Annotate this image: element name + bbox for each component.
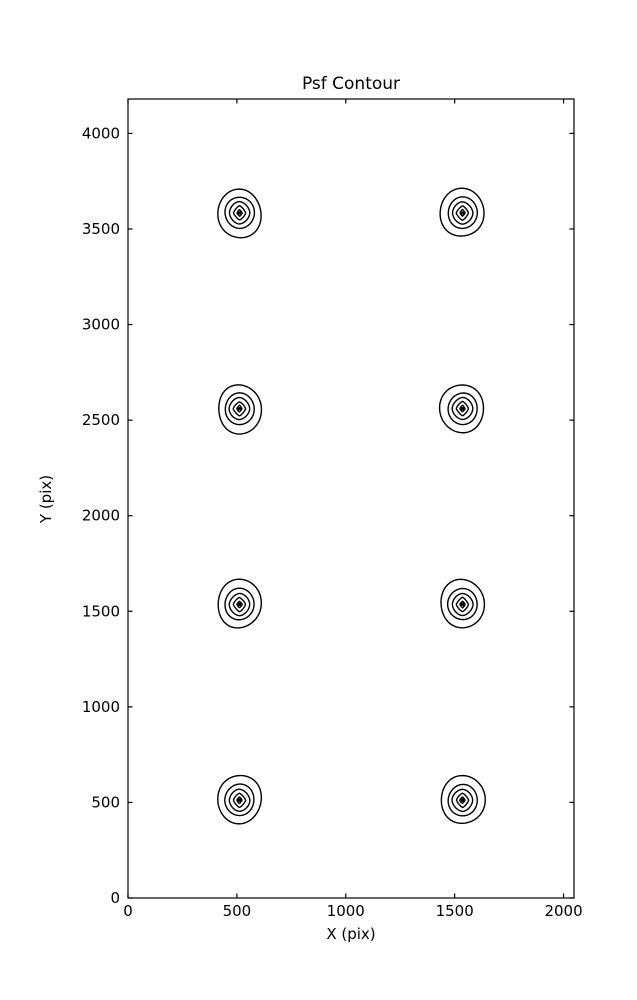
psf-contour-ring (459, 796, 466, 805)
psf-contour-ring (451, 788, 474, 813)
x-axis-label: X (pix) (326, 925, 376, 943)
psf-center-dot (237, 798, 242, 802)
psf-contour-ring (440, 578, 486, 629)
y-tick-label: 500 (91, 793, 120, 811)
psf-contour-ring (236, 600, 243, 609)
x-tick-label: 1500 (436, 902, 474, 920)
psf-contour-ring (217, 578, 263, 629)
psf-contour-ring (455, 205, 470, 221)
psf-center-dot (237, 602, 242, 607)
psf-contour-ring (228, 200, 251, 225)
psf-contour-ring (451, 592, 474, 617)
psf-contour-ring (451, 396, 474, 421)
psf-contour-ring (232, 401, 247, 417)
psf-contour-ring (218, 384, 263, 435)
psf-contour-ring (459, 208, 466, 217)
psf-contour-ring (228, 592, 251, 617)
psf-contour-ring (446, 587, 478, 621)
psf-center-dot (460, 602, 465, 607)
psf-center-dot (460, 406, 465, 411)
x-tick-label: 1000 (327, 902, 365, 920)
psf-contour-ring (455, 400, 470, 417)
psf-contour-ring (447, 783, 478, 817)
psf-contour-ring (459, 600, 466, 609)
psf-center-dot (460, 798, 465, 802)
psf-contour-ring (440, 774, 486, 824)
psf-contour-ring (236, 796, 243, 805)
y-tick-label: 2000 (82, 507, 120, 525)
y-tick-label: 2500 (82, 411, 120, 429)
psf-contour-ring (455, 792, 470, 809)
psf-contour-ring (228, 788, 251, 812)
x-tick-label: 500 (223, 902, 252, 920)
psf-contour-ring (228, 396, 251, 421)
psf-contour-ring (447, 392, 478, 426)
psf-center-dot (237, 211, 242, 215)
psf-contour-ring (236, 208, 243, 217)
psf-contour-ring (438, 384, 485, 434)
y-tick-label: 1500 (82, 602, 120, 620)
y-tick-label: 3500 (82, 220, 120, 238)
psf-contour-ring (447, 196, 478, 230)
psf-contour-ring (236, 404, 243, 413)
psf-contour-ring (455, 596, 470, 613)
psf-contour-ring (232, 204, 247, 221)
x-tick-label: 2000 (544, 902, 582, 920)
chart-title: Psf Contour (301, 74, 401, 94)
psf-contour-ring (451, 201, 474, 225)
y-tick-label: 1000 (82, 698, 120, 716)
psf-contour-ring (224, 587, 255, 621)
psf-contour-ring (224, 783, 255, 817)
psf-contour-ring (439, 187, 485, 237)
x-tick-label: 0 (123, 902, 133, 920)
psf-contour-ring (217, 774, 263, 825)
y-tick-label: 3000 (82, 316, 120, 334)
psf-contour-ring (224, 196, 256, 230)
psf-center-dot (460, 211, 465, 215)
plot-border (127, 98, 575, 899)
psf-contour-ring (459, 404, 466, 413)
y-tick-label: 4000 (82, 124, 120, 142)
psf-contour-ring (217, 188, 262, 239)
psf-center-dot (237, 406, 242, 411)
psf-contour-ring (224, 392, 255, 426)
y-tick-label: 0 (110, 889, 120, 907)
psf-contour-ring (232, 792, 247, 809)
psf-contour-ring (232, 596, 247, 613)
